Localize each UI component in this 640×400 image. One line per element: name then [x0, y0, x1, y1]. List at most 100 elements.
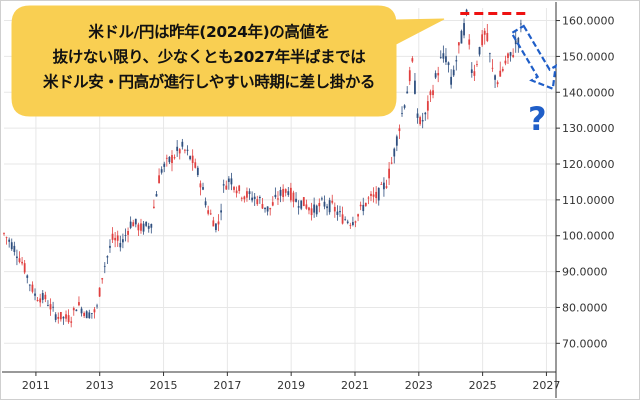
candle-body	[158, 175, 160, 184]
candle	[176, 140, 179, 157]
candle	[385, 179, 388, 189]
candle	[411, 56, 414, 63]
candle	[468, 34, 471, 50]
candle-body	[465, 9, 468, 13]
candle	[486, 23, 489, 43]
candles	[3, 8, 522, 328]
candle	[426, 95, 429, 120]
candle	[217, 214, 220, 232]
candle-body	[504, 60, 507, 64]
question-mark: ?	[528, 100, 547, 138]
candle	[3, 232, 5, 236]
candle	[289, 182, 292, 203]
candle	[65, 310, 67, 322]
candle-body	[284, 189, 287, 193]
x-tick-label: 2015	[150, 379, 178, 392]
candle	[44, 291, 47, 303]
candle-body	[137, 224, 140, 231]
candle	[421, 112, 424, 129]
candle	[341, 206, 344, 225]
candle	[501, 66, 504, 73]
candle-body	[442, 53, 445, 59]
candle	[318, 198, 321, 213]
candle	[184, 148, 186, 154]
candle-body	[258, 196, 261, 199]
candle	[455, 55, 458, 71]
candle-body	[171, 155, 173, 164]
candle-body	[204, 201, 207, 206]
candle-body	[129, 221, 132, 228]
candle-body	[3, 233, 5, 235]
candle	[23, 259, 26, 275]
candle	[212, 216, 215, 227]
candle-body	[80, 308, 83, 314]
candle-body	[23, 263, 26, 273]
candle	[140, 218, 142, 234]
candle-body	[178, 149, 181, 154]
candle	[59, 311, 62, 322]
candle-body	[36, 300, 39, 301]
candle	[295, 192, 297, 203]
candle	[406, 86, 409, 94]
callout-bubble: 米ドル/円は昨年(2024年)の高値を 抜けない限り、少なくとも2027年半ばま…	[11, 5, 445, 117]
candle-body	[181, 141, 184, 147]
x-tick-label: 2019	[277, 379, 305, 392]
candle-body	[437, 72, 440, 76]
candle-body	[341, 214, 344, 224]
candle	[336, 205, 339, 221]
candle-body	[147, 225, 150, 229]
candle-body	[364, 202, 367, 206]
candle-body	[39, 298, 42, 303]
candle-body	[282, 188, 285, 197]
candle	[395, 134, 398, 152]
candle	[31, 281, 34, 294]
candle-body	[287, 191, 290, 195]
candle	[171, 150, 173, 172]
candle-body	[163, 163, 166, 167]
y-tick-label: 120.0000	[562, 158, 615, 171]
candle-body	[421, 120, 424, 122]
candle-body	[85, 311, 88, 319]
candle	[383, 177, 385, 197]
y-tick-label: 140.0000	[562, 86, 615, 99]
candle	[388, 162, 390, 185]
candle-body	[47, 305, 49, 306]
candle-body	[90, 313, 93, 314]
candle	[168, 156, 171, 164]
candle	[271, 196, 274, 207]
candle	[256, 195, 259, 206]
candle	[452, 65, 455, 77]
forecast-arrow	[510, 24, 558, 91]
candle-body	[88, 312, 91, 319]
candle-body	[186, 149, 189, 151]
candle	[39, 293, 42, 307]
candle-body	[207, 210, 210, 214]
candle-body	[289, 187, 292, 201]
candle-body	[349, 224, 352, 226]
candle	[202, 182, 204, 191]
candle	[121, 233, 124, 249]
candle	[78, 296, 80, 307]
candle	[88, 309, 91, 319]
candle	[21, 257, 23, 266]
candle	[331, 194, 334, 205]
candle-body	[308, 207, 310, 211]
candle	[460, 29, 463, 44]
candle	[476, 60, 478, 67]
candle	[398, 124, 401, 140]
candle	[225, 180, 228, 190]
y-tick-label: 130.0000	[562, 122, 615, 135]
candle-body	[468, 39, 471, 45]
candle	[279, 186, 282, 203]
candle-body	[251, 197, 254, 201]
candle-body	[370, 193, 372, 196]
candle-body	[331, 200, 334, 203]
candle	[26, 274, 29, 284]
candle-body	[383, 182, 385, 190]
candle-body	[168, 156, 171, 163]
candle-body	[153, 206, 155, 208]
candle-body	[377, 187, 380, 201]
candle	[199, 180, 202, 196]
candle	[315, 204, 318, 217]
candle	[109, 239, 111, 253]
